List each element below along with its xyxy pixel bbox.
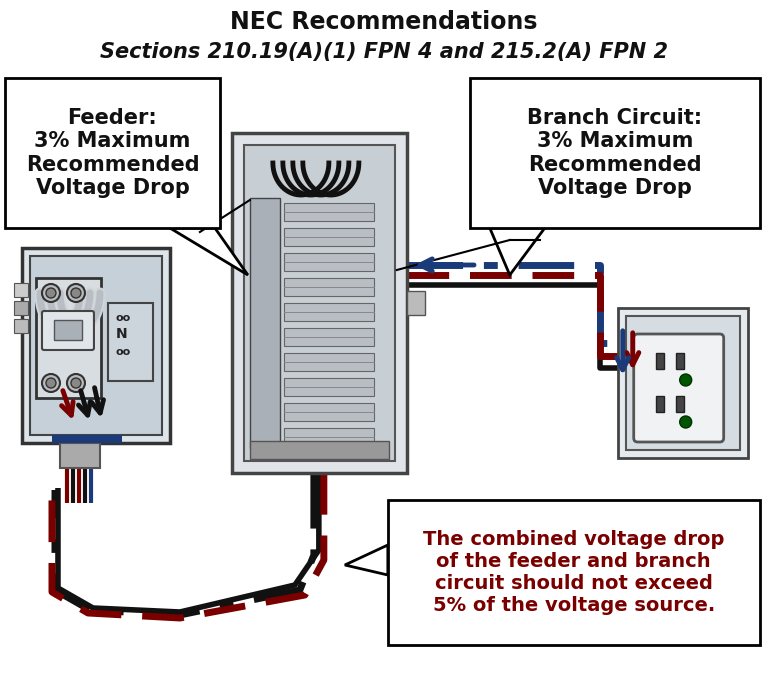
FancyBboxPatch shape: [407, 291, 425, 315]
FancyBboxPatch shape: [30, 256, 162, 435]
Circle shape: [46, 378, 56, 388]
FancyBboxPatch shape: [626, 316, 740, 450]
Circle shape: [42, 374, 60, 392]
FancyBboxPatch shape: [42, 311, 94, 350]
FancyBboxPatch shape: [22, 248, 170, 443]
Text: oo: oo: [116, 313, 131, 323]
FancyBboxPatch shape: [656, 353, 664, 369]
Text: Feeder:
3% Maximum
Recommended
Voltage Drop: Feeder: 3% Maximum Recommended Voltage D…: [25, 109, 199, 197]
FancyBboxPatch shape: [388, 500, 760, 645]
FancyBboxPatch shape: [14, 319, 28, 333]
FancyBboxPatch shape: [36, 278, 101, 398]
FancyBboxPatch shape: [52, 435, 122, 443]
FancyBboxPatch shape: [284, 328, 374, 346]
FancyBboxPatch shape: [284, 228, 374, 246]
Circle shape: [67, 374, 85, 392]
FancyBboxPatch shape: [284, 203, 374, 221]
FancyBboxPatch shape: [634, 334, 723, 442]
FancyBboxPatch shape: [54, 320, 82, 340]
Polygon shape: [170, 228, 248, 275]
FancyBboxPatch shape: [60, 443, 100, 468]
FancyBboxPatch shape: [232, 133, 407, 473]
Text: Sections 210.19(A)(1) FPN 4 and 215.2(A) FPN 2: Sections 210.19(A)(1) FPN 4 and 215.2(A)…: [100, 42, 668, 62]
Circle shape: [680, 416, 692, 428]
FancyBboxPatch shape: [470, 78, 760, 228]
FancyBboxPatch shape: [14, 283, 28, 297]
FancyBboxPatch shape: [250, 198, 280, 448]
Text: Branch Circuit:
3% Maximum
Recommended
Voltage Drop: Branch Circuit: 3% Maximum Recommended V…: [527, 109, 702, 197]
FancyBboxPatch shape: [5, 78, 220, 228]
Polygon shape: [490, 228, 545, 275]
FancyBboxPatch shape: [284, 253, 374, 271]
FancyBboxPatch shape: [250, 441, 389, 459]
FancyBboxPatch shape: [284, 378, 374, 396]
FancyBboxPatch shape: [108, 303, 153, 381]
Text: N: N: [116, 327, 127, 341]
FancyBboxPatch shape: [617, 308, 748, 458]
Polygon shape: [345, 545, 388, 575]
FancyBboxPatch shape: [284, 303, 374, 321]
FancyBboxPatch shape: [14, 301, 28, 315]
FancyBboxPatch shape: [244, 145, 395, 461]
Text: The combined voltage drop
of the feeder and branch
circuit should not exceed
5% : The combined voltage drop of the feeder …: [423, 530, 724, 615]
FancyBboxPatch shape: [284, 428, 374, 446]
FancyBboxPatch shape: [284, 403, 374, 421]
Circle shape: [67, 284, 85, 302]
FancyBboxPatch shape: [656, 396, 664, 412]
Circle shape: [46, 288, 56, 298]
FancyBboxPatch shape: [676, 353, 684, 369]
FancyBboxPatch shape: [284, 353, 374, 371]
Circle shape: [680, 374, 692, 386]
FancyBboxPatch shape: [676, 396, 684, 412]
Text: NEC Recommendations: NEC Recommendations: [230, 10, 538, 34]
Circle shape: [42, 284, 60, 302]
Text: oo: oo: [116, 347, 131, 357]
Circle shape: [71, 288, 81, 298]
FancyBboxPatch shape: [284, 278, 374, 296]
Circle shape: [71, 378, 81, 388]
